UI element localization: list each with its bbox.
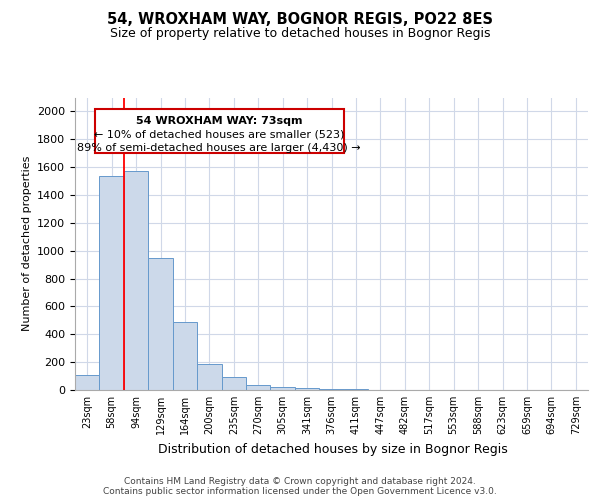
Bar <box>221 377 246 390</box>
Bar <box>271 387 295 390</box>
Text: 54, WROXHAM WAY, BOGNOR REGIS, PO22 8ES: 54, WROXHAM WAY, BOGNOR REGIS, PO22 8ES <box>107 12 493 28</box>
Text: 89% of semi-detached houses are larger (4,430) →: 89% of semi-detached houses are larger (… <box>77 144 361 154</box>
Bar <box>173 322 197 390</box>
Bar <box>100 176 124 390</box>
Bar <box>246 384 271 390</box>
FancyBboxPatch shape <box>95 108 344 153</box>
Bar <box>319 388 344 390</box>
Bar <box>295 388 319 390</box>
Bar <box>344 388 368 390</box>
Text: 54 WROXHAM WAY: 73sqm: 54 WROXHAM WAY: 73sqm <box>136 116 302 126</box>
Text: Distribution of detached houses by size in Bognor Regis: Distribution of detached houses by size … <box>158 442 508 456</box>
Bar <box>148 258 173 390</box>
Text: Contains HM Land Registry data © Crown copyright and database right 2024.: Contains HM Land Registry data © Crown c… <box>124 478 476 486</box>
Bar <box>75 374 100 390</box>
Y-axis label: Number of detached properties: Number of detached properties <box>22 156 32 332</box>
Bar <box>124 172 148 390</box>
Text: ← 10% of detached houses are smaller (523): ← 10% of detached houses are smaller (52… <box>94 130 344 140</box>
Bar <box>197 364 221 390</box>
Text: Size of property relative to detached houses in Bognor Regis: Size of property relative to detached ho… <box>110 28 490 40</box>
Text: Contains public sector information licensed under the Open Government Licence v3: Contains public sector information licen… <box>103 488 497 496</box>
